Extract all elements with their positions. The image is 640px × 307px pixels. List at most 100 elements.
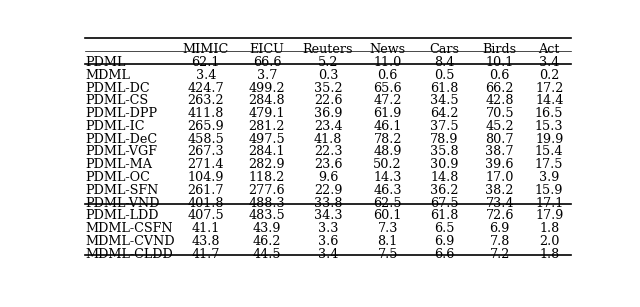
Text: 14.8: 14.8 bbox=[430, 171, 459, 184]
Text: 284.8: 284.8 bbox=[248, 95, 285, 107]
Text: 0.2: 0.2 bbox=[539, 69, 559, 82]
Text: 62.1: 62.1 bbox=[191, 56, 220, 69]
Text: 14.3: 14.3 bbox=[374, 171, 402, 184]
Text: 22.6: 22.6 bbox=[314, 95, 342, 107]
Text: 73.4: 73.4 bbox=[486, 196, 514, 210]
Text: PDML-DPP: PDML-DPP bbox=[85, 107, 157, 120]
Text: 65.6: 65.6 bbox=[373, 82, 402, 95]
Text: 41.8: 41.8 bbox=[314, 133, 342, 146]
Text: 46.2: 46.2 bbox=[253, 235, 281, 248]
Text: 35.8: 35.8 bbox=[430, 146, 459, 158]
Text: 265.9: 265.9 bbox=[188, 120, 224, 133]
Text: 41.1: 41.1 bbox=[191, 222, 220, 235]
Text: News: News bbox=[370, 43, 406, 56]
Text: 0.5: 0.5 bbox=[434, 69, 454, 82]
Text: MDML-CVND: MDML-CVND bbox=[85, 235, 175, 248]
Text: 30.9: 30.9 bbox=[430, 158, 459, 171]
Text: 282.9: 282.9 bbox=[248, 158, 285, 171]
Text: PDML-VND: PDML-VND bbox=[85, 196, 159, 210]
Text: 22.9: 22.9 bbox=[314, 184, 342, 197]
Text: 38.2: 38.2 bbox=[486, 184, 514, 197]
Text: 22.3: 22.3 bbox=[314, 146, 342, 158]
Text: Cars: Cars bbox=[429, 43, 460, 56]
Text: 66.2: 66.2 bbox=[486, 82, 514, 95]
Text: 61.8: 61.8 bbox=[430, 209, 459, 222]
Text: 483.5: 483.5 bbox=[248, 209, 285, 222]
Text: 499.2: 499.2 bbox=[248, 82, 285, 95]
Text: 3.4: 3.4 bbox=[196, 69, 216, 82]
Text: 277.6: 277.6 bbox=[248, 184, 285, 197]
Text: 6.9: 6.9 bbox=[434, 235, 454, 248]
Text: PDML-SFN: PDML-SFN bbox=[85, 184, 158, 197]
Text: 17.5: 17.5 bbox=[535, 158, 563, 171]
Text: 78.9: 78.9 bbox=[430, 133, 459, 146]
Text: 67.5: 67.5 bbox=[430, 196, 459, 210]
Text: 43.9: 43.9 bbox=[253, 222, 281, 235]
Text: 0.6: 0.6 bbox=[490, 69, 510, 82]
Text: 72.6: 72.6 bbox=[486, 209, 514, 222]
Text: 45.2: 45.2 bbox=[485, 120, 514, 133]
Text: 1.8: 1.8 bbox=[539, 248, 559, 261]
Text: 35.2: 35.2 bbox=[314, 82, 342, 95]
Text: 17.0: 17.0 bbox=[486, 171, 514, 184]
Text: 9.6: 9.6 bbox=[318, 171, 338, 184]
Text: 261.7: 261.7 bbox=[188, 184, 224, 197]
Text: PDML-DeC: PDML-DeC bbox=[85, 133, 157, 146]
Text: 23.4: 23.4 bbox=[314, 120, 342, 133]
Text: 42.8: 42.8 bbox=[486, 95, 514, 107]
Text: 70.5: 70.5 bbox=[485, 107, 514, 120]
Text: 62.5: 62.5 bbox=[373, 196, 402, 210]
Text: 23.6: 23.6 bbox=[314, 158, 342, 171]
Text: 34.3: 34.3 bbox=[314, 209, 342, 222]
Text: 44.5: 44.5 bbox=[253, 248, 281, 261]
Text: 37.5: 37.5 bbox=[430, 120, 459, 133]
Text: 41.7: 41.7 bbox=[191, 248, 220, 261]
Text: PDML-CS: PDML-CS bbox=[85, 95, 148, 107]
Text: 271.4: 271.4 bbox=[188, 158, 224, 171]
Text: 34.5: 34.5 bbox=[430, 95, 459, 107]
Text: PDML-VGF: PDML-VGF bbox=[85, 146, 157, 158]
Text: 33.8: 33.8 bbox=[314, 196, 342, 210]
Text: 3.6: 3.6 bbox=[318, 235, 338, 248]
Text: 488.3: 488.3 bbox=[248, 196, 285, 210]
Text: 46.1: 46.1 bbox=[374, 120, 402, 133]
Text: 10.1: 10.1 bbox=[486, 56, 514, 69]
Text: 424.7: 424.7 bbox=[188, 82, 224, 95]
Text: 3.9: 3.9 bbox=[539, 171, 559, 184]
Text: 8.4: 8.4 bbox=[434, 56, 454, 69]
Text: 2.0: 2.0 bbox=[539, 235, 559, 248]
Text: PDML-LDD: PDML-LDD bbox=[85, 209, 159, 222]
Text: 43.8: 43.8 bbox=[191, 235, 220, 248]
Text: 61.9: 61.9 bbox=[374, 107, 402, 120]
Text: 3.3: 3.3 bbox=[318, 222, 338, 235]
Text: 281.2: 281.2 bbox=[248, 120, 285, 133]
Text: MDML: MDML bbox=[85, 69, 130, 82]
Text: 0.6: 0.6 bbox=[378, 69, 398, 82]
Text: 407.5: 407.5 bbox=[188, 209, 224, 222]
Text: 39.6: 39.6 bbox=[486, 158, 514, 171]
Text: Birds: Birds bbox=[483, 43, 516, 56]
Text: 38.7: 38.7 bbox=[486, 146, 514, 158]
Text: 15.9: 15.9 bbox=[535, 184, 563, 197]
Text: 479.1: 479.1 bbox=[248, 107, 285, 120]
Text: 5.2: 5.2 bbox=[317, 56, 339, 69]
Text: MDML-CSFN: MDML-CSFN bbox=[85, 222, 173, 235]
Text: 14.4: 14.4 bbox=[535, 95, 563, 107]
Text: 61.8: 61.8 bbox=[430, 82, 459, 95]
Text: 6.5: 6.5 bbox=[434, 222, 454, 235]
Text: MDML-CLDD: MDML-CLDD bbox=[85, 248, 173, 261]
Text: 3.4: 3.4 bbox=[318, 248, 338, 261]
Text: 7.5: 7.5 bbox=[378, 248, 398, 261]
Text: 47.2: 47.2 bbox=[373, 95, 402, 107]
Text: 118.2: 118.2 bbox=[249, 171, 285, 184]
Text: 6.6: 6.6 bbox=[434, 248, 454, 261]
Text: 64.2: 64.2 bbox=[430, 107, 459, 120]
Text: 497.5: 497.5 bbox=[248, 133, 285, 146]
Text: PDML-IC: PDML-IC bbox=[85, 120, 145, 133]
Text: 3.7: 3.7 bbox=[257, 69, 277, 82]
Text: 15.4: 15.4 bbox=[535, 146, 563, 158]
Text: 46.3: 46.3 bbox=[373, 184, 402, 197]
Text: PDML-OC: PDML-OC bbox=[85, 171, 150, 184]
Text: 78.2: 78.2 bbox=[373, 133, 402, 146]
Text: 17.2: 17.2 bbox=[535, 82, 563, 95]
